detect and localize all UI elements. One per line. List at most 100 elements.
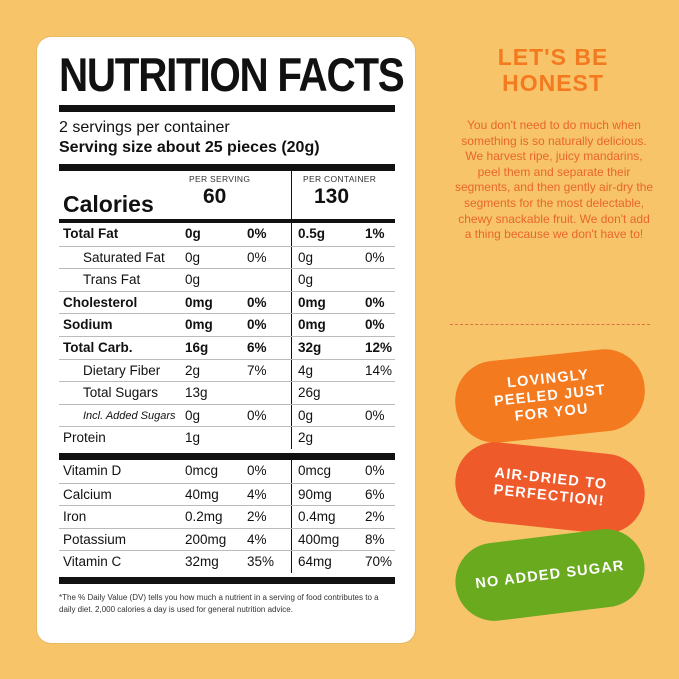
table-row: Total Sugars 13g 26g xyxy=(59,381,395,404)
daily-value-footnote: *The % Daily Value (DV) tells you how mu… xyxy=(59,592,379,614)
label-title: NUTRITION FACTS xyxy=(59,48,405,101)
nutrient-name: Calcium xyxy=(63,486,112,502)
dv-per-container: 0% xyxy=(365,462,385,478)
dv-per-container: 1% xyxy=(365,226,385,241)
dv-per-container: 12% xyxy=(365,339,393,355)
amount-per-container: 0mg xyxy=(298,294,326,310)
dv-per-serving: 35% xyxy=(247,554,275,570)
badge-no-added-sugar: NO ADDED SUGAR xyxy=(450,524,650,626)
nutrient-name: Trans Fat xyxy=(83,272,141,288)
badge-air-dried: AIR-DRIED TO PERFECTION! xyxy=(451,438,649,538)
nutrient-name: Iron xyxy=(63,509,87,525)
per-container-header: PER CONTAINER xyxy=(303,174,377,184)
divider-bar xyxy=(59,452,395,460)
column-divider xyxy=(291,382,292,404)
divider-bar xyxy=(59,164,395,171)
amount-per-serving: 0g xyxy=(185,226,201,241)
dv-per-container: 0% xyxy=(365,249,385,265)
dv-per-serving: 0% xyxy=(247,249,267,265)
column-divider xyxy=(291,506,292,528)
dv-per-container: 0% xyxy=(365,317,385,333)
amount-per-container: 0.5g xyxy=(298,226,326,241)
per-serving-header: PER SERVING xyxy=(189,174,251,184)
dv-per-container: 14% xyxy=(365,362,393,378)
column-divider xyxy=(291,404,292,427)
headline-line-1: LET'S BE xyxy=(497,44,609,70)
dv-per-container: 6% xyxy=(365,486,385,502)
amount-per-container: 90mg xyxy=(298,486,332,502)
column-divider xyxy=(291,171,292,219)
servings-per-container: 2 servings per container xyxy=(59,119,230,136)
dv-per-container: 0% xyxy=(365,407,385,423)
dv-per-serving: 4% xyxy=(247,486,267,502)
dashed-divider xyxy=(450,324,650,325)
dv-per-container: 70% xyxy=(365,554,393,570)
amount-per-serving: 32mg xyxy=(185,554,219,570)
table-row: Cholesterol 0mg 0% 0mg 0% xyxy=(59,290,395,314)
table-row: Vitamin C 32mg 35% 64mg 70% xyxy=(59,550,395,573)
nutrient-name: Total Sugars xyxy=(83,385,159,401)
nutrient-name: Cholesterol xyxy=(63,294,138,310)
dv-per-serving: 0% xyxy=(247,317,267,333)
divider-bar xyxy=(59,219,395,223)
table-row: Protein 1g 2g xyxy=(59,426,395,449)
table-row: Vitamin D 0mcg 0% 0mcg 0% xyxy=(59,459,395,483)
table-row: Potassium 200mg 4% 400mg 8% xyxy=(59,527,395,551)
divider-bar xyxy=(59,576,395,584)
dv-per-serving: 4% xyxy=(247,531,267,547)
nutrient-name: Total Fat xyxy=(63,226,119,241)
column-divider xyxy=(291,427,292,449)
column-divider xyxy=(291,551,292,573)
amount-per-serving: 40mg xyxy=(185,486,219,502)
badge-text: NO ADDED SUGAR xyxy=(474,557,626,592)
column-divider xyxy=(291,359,292,382)
table-row: Calcium 40mg 4% 90mg 6% xyxy=(59,482,395,506)
calories-per-container: 130 xyxy=(314,185,350,208)
amount-per-serving: 13g xyxy=(185,385,208,401)
amount-per-container: 32g xyxy=(298,339,322,355)
table-row: Total Carb. 16g 6% 32g 12% xyxy=(59,335,395,359)
column-divider xyxy=(291,483,292,506)
dv-per-serving: 2% xyxy=(247,509,267,525)
table-row: Incl. Added Sugars 0g 0% 0g 0% xyxy=(59,403,395,427)
calories-label: Calories xyxy=(63,191,154,217)
nutrient-name: Vitamin D xyxy=(63,462,122,478)
table-row: Total Fat 0g 0% 0.5g 1% xyxy=(59,223,395,246)
badge-lovingly-peeled: LOVINGLY PEELED JUST FOR YOU xyxy=(451,345,649,447)
amount-per-container: 0.4mg xyxy=(298,509,336,525)
body-copy: You don't need to do much when something… xyxy=(454,118,654,242)
dv-per-serving: 0% xyxy=(247,226,267,241)
amount-per-serving: 16g xyxy=(185,339,209,355)
calories-per-serving: 60 xyxy=(203,185,227,208)
amount-per-container: 0g xyxy=(298,407,314,423)
dv-per-serving: 0% xyxy=(247,407,267,423)
dv-per-serving: 7% xyxy=(247,362,267,378)
vitamin-table: Vitamin D 0mcg 0% 0mcg 0% Calcium 40mg 4% 90mg 6%… xyxy=(59,459,395,573)
amount-per-container: 4g xyxy=(298,362,314,378)
amount-per-serving: 0g xyxy=(185,249,201,265)
dv-per-container: 8% xyxy=(365,531,385,547)
badge-text: LOVINGLY PEELED JUST FOR YOU xyxy=(493,366,607,425)
table-row: Dietary Fiber 2g 7% 4g 14% xyxy=(59,358,395,382)
table-row: Saturated Fat 0g 0% 0g 0% xyxy=(59,245,395,269)
amount-per-serving: 0mg xyxy=(185,294,213,310)
column-divider xyxy=(291,336,292,359)
column-divider xyxy=(291,269,292,291)
amount-per-serving: 0mg xyxy=(185,317,213,333)
table-row: Iron 0.2mg 2% 0.4mg 2% xyxy=(59,505,395,528)
calories-block: PER SERVING PER CONTAINER Calories 60 13… xyxy=(59,171,395,219)
dv-per-serving: 0% xyxy=(247,462,267,478)
nutrient-name: Incl. Added Sugars xyxy=(83,409,176,422)
column-divider xyxy=(291,528,292,551)
nutrient-table: Total Fat 0g 0% 0.5g 1% Saturated Fat 0g 0% 0g 0%… xyxy=(59,223,395,449)
nutrient-name: Potassium xyxy=(63,531,127,547)
dv-per-serving: 6% xyxy=(247,339,267,355)
dv-per-serving: 0% xyxy=(247,294,267,310)
dv-per-container: 2% xyxy=(365,509,385,525)
amount-per-container: 400mg xyxy=(298,531,340,547)
amount-per-serving: 0mcg xyxy=(185,462,219,478)
nutrient-name: Dietary Fiber xyxy=(83,362,161,378)
nutrient-name: Saturated Fat xyxy=(83,249,165,265)
amount-per-container: 0mg xyxy=(298,317,326,333)
amount-per-serving: 0g xyxy=(185,407,201,423)
